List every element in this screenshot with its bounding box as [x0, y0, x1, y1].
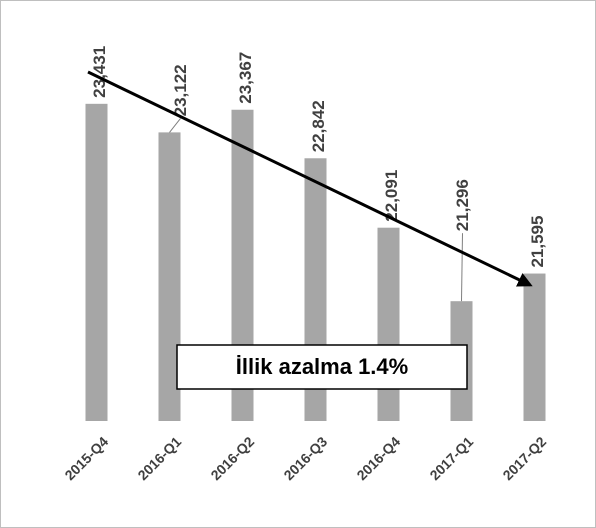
value-label: 23,122 — [171, 64, 190, 116]
bar — [523, 273, 546, 421]
value-label: 22,842 — [309, 100, 328, 152]
annotation: İllik azalma 1.4% — [236, 354, 408, 379]
trend-arrow — [87, 70, 533, 287]
annotation-box — [176, 344, 468, 390]
bar — [158, 132, 181, 422]
value-label: 23,367 — [236, 52, 255, 104]
bar — [231, 109, 254, 421]
value-label: 21,296 — [453, 179, 472, 231]
bar — [377, 227, 400, 421]
bar — [85, 103, 108, 421]
leader-line — [461, 233, 463, 302]
value-label: 21,595 — [528, 216, 547, 268]
leader-line — [169, 118, 181, 133]
value-label: 23,431 — [90, 46, 109, 98]
value-label: 22,091 — [382, 170, 401, 222]
